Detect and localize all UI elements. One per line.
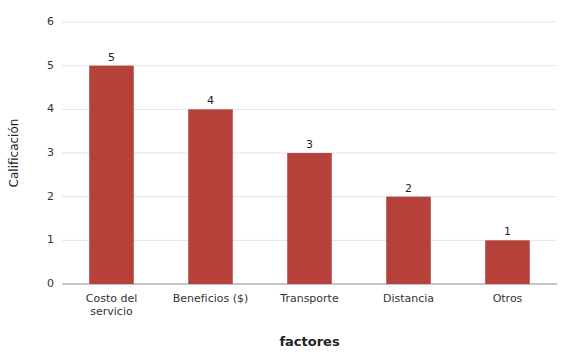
data-label: 1 — [504, 225, 511, 238]
bar — [287, 153, 332, 284]
x-tick-line: Transporte — [279, 292, 339, 305]
x-tick-line: Otros — [493, 292, 523, 305]
data-label: 3 — [306, 138, 313, 151]
grid — [62, 22, 557, 284]
y-tick-label: 1 — [47, 233, 54, 246]
data-label: 5 — [108, 51, 115, 64]
x-tick-line: Costo del — [86, 292, 138, 305]
background — [0, 0, 573, 358]
bar — [386, 197, 431, 284]
x-tick-label: Distancia — [383, 292, 434, 305]
data-label: 2 — [405, 182, 412, 195]
y-tick-label: 4 — [47, 102, 54, 115]
grid-line — [62, 65, 557, 66]
y-tick-label: 0 — [47, 277, 54, 290]
x-axis-label: factores — [279, 334, 340, 349]
y-axis-label: Calificación — [7, 119, 21, 188]
bar — [89, 66, 134, 284]
y-tick-label: 2 — [47, 190, 54, 203]
grid-line — [62, 109, 557, 110]
bars — [89, 66, 530, 284]
y-tick-label: 3 — [47, 146, 54, 159]
data-labels: 5 4 3 2 1 — [108, 51, 511, 239]
x-tick-label: Beneficios ($) — [173, 292, 249, 305]
x-tick-label: Otros — [493, 292, 523, 305]
grid-line — [62, 22, 557, 23]
x-ticks: Costo delservicio Beneficios ($) Transport… — [86, 292, 523, 318]
x-tick-line: Beneficios ($) — [173, 292, 249, 305]
y-tick-label: 5 — [47, 59, 54, 72]
x-tick-line: servicio — [90, 305, 133, 318]
x-tick-label: Transporte — [279, 292, 339, 305]
bar — [485, 240, 530, 284]
y-tick-label: 6 — [47, 15, 54, 28]
x-tick-line: Distancia — [383, 292, 434, 305]
chart: 0 1 2 3 4 5 6 5 4 3 2 1 Costo delservicio Beneficios … — [0, 0, 573, 358]
data-label: 4 — [207, 94, 214, 107]
bar — [188, 109, 233, 284]
x-tick-label: Costo delservicio — [86, 292, 138, 318]
y-ticks: 0 1 2 3 4 5 6 — [47, 15, 54, 290]
